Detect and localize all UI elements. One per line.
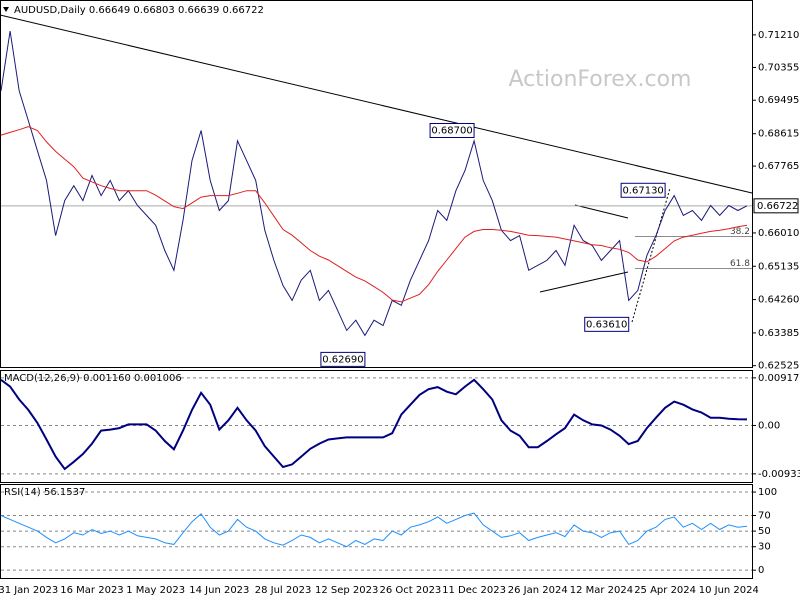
x-tick-label: 1 May 2023	[126, 585, 185, 596]
y-tick-label: 0	[758, 565, 764, 576]
last-price-label: 0.66722	[757, 201, 798, 212]
trend-line	[631, 187, 671, 323]
y-tick-label: 70	[758, 510, 771, 521]
series-line	[0, 31, 748, 337]
x-tick-label: 31 Jan 2023	[0, 585, 58, 596]
trend-line	[0, 14, 753, 194]
y-tick-label: 0.68615	[758, 129, 799, 140]
watermark: ActionForex.com	[509, 67, 692, 92]
trend-line	[574, 204, 629, 219]
y-tick-label: 0.66010	[758, 228, 799, 239]
y-tick-label: 0.62525	[758, 361, 799, 372]
y-tick-label: 0.69495	[758, 95, 799, 106]
trend-line	[539, 271, 629, 293]
series-line	[0, 378, 748, 471]
annotation-label: 0.62690	[322, 354, 363, 365]
y-tick-label: 0.71210	[758, 30, 799, 41]
fib-label: 38.2	[730, 227, 750, 237]
y-tick-label: 0.70355	[758, 62, 799, 73]
x-tick-label: 16 Mar 2023	[60, 585, 123, 596]
x-tick-label: 14 Jun 2023	[189, 585, 249, 596]
chart-title: AUDUSD,Daily 0.66649 0.66803 0.66639 0.6…	[14, 5, 264, 16]
last-price-box	[753, 198, 799, 214]
series-line	[0, 126, 748, 303]
x-tick-label: 25 Apr 2024	[634, 585, 696, 596]
x-tick-label: 11 Dec 2023	[442, 585, 506, 596]
annotation-box	[320, 351, 366, 367]
annotation-label: 0.63610	[586, 319, 627, 330]
y-tick-label: 50	[758, 526, 771, 537]
x-tick-label: 26 Jan 2024	[508, 585, 568, 596]
y-tick-label: 0.00	[758, 420, 780, 431]
macd-title: MACD(12,26,9) 0.001160 0.001006	[4, 373, 182, 384]
y-tick-label: 0.63385	[758, 328, 799, 339]
annotation-box	[429, 122, 475, 138]
annotation-box	[584, 316, 630, 332]
y-tick-label: 0.67765	[758, 161, 799, 172]
x-tick-label: 26 Oct 2023	[379, 585, 441, 596]
annotation-label: 0.67130	[622, 185, 663, 196]
x-tick-label: 28 Jul 2023	[255, 585, 312, 596]
fib-label: 61.8	[730, 259, 750, 269]
y-tick-label: 0.65135	[758, 261, 799, 272]
macd-panel	[0, 370, 753, 483]
annotation-box	[620, 182, 666, 198]
x-tick-label: 12 Sep 2023	[315, 585, 378, 596]
menu-arrow	[3, 7, 9, 12]
x-tick-label: 12 Mar 2024	[570, 585, 633, 596]
y-tick-label: 0.009178	[758, 373, 800, 384]
y-tick-label: 0.64260	[758, 295, 799, 306]
y-tick-label: -0.009333	[758, 469, 800, 480]
annotation-label: 0.68700	[431, 125, 472, 136]
y-tick-label: 100	[758, 487, 777, 498]
y-tick-label: 30	[758, 542, 771, 553]
series-line	[0, 512, 748, 548]
x-tick-label: 10 Jun 2024	[699, 585, 759, 596]
price-panel	[0, 0, 753, 368]
